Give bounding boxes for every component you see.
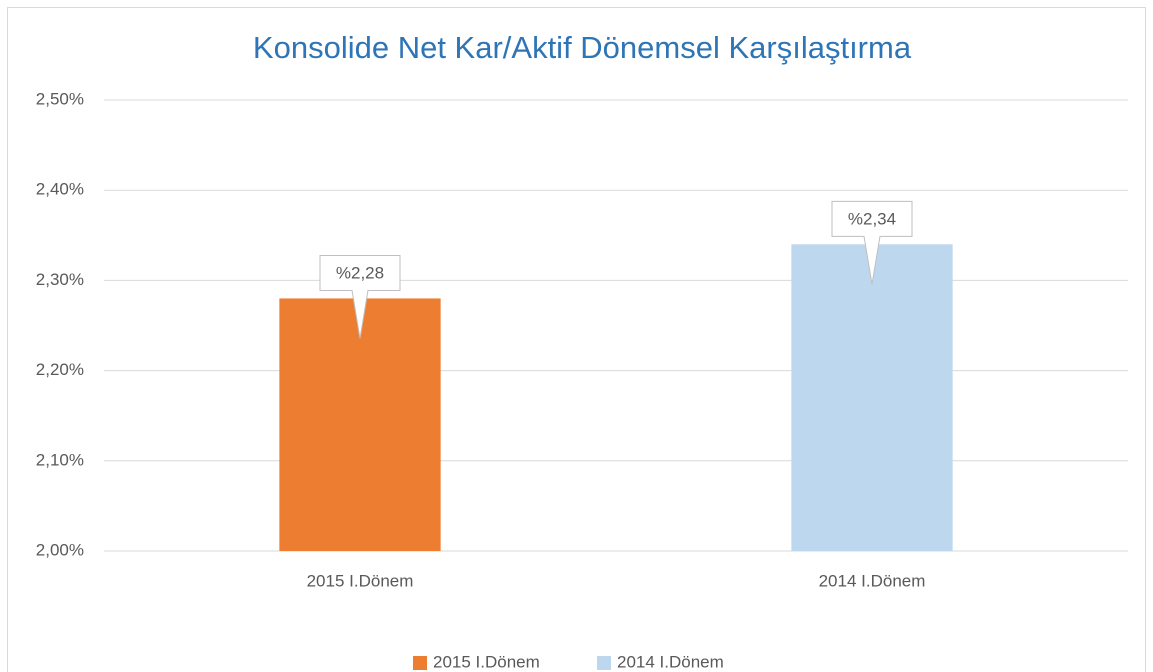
chart-border (7, 7, 1146, 672)
x-tick-label: 2014 I.Dönem (819, 571, 926, 590)
callout (319, 254, 401, 339)
y-tick-label: 2,50% (36, 89, 84, 108)
legend-swatch (413, 656, 427, 670)
y-tick-label: 2,10% (36, 450, 84, 469)
y-tick-label: 2,20% (36, 360, 84, 379)
bar (279, 298, 441, 551)
x-tick-label: 2015 I.Dönem (307, 571, 414, 590)
legend-label: 2014 I.Dönem (617, 652, 724, 671)
callout (831, 200, 913, 285)
legend-swatch (597, 656, 611, 670)
legend-label: 2015 I.Dönem (433, 652, 540, 671)
y-tick-label: 2,00% (36, 540, 84, 559)
bar (791, 244, 953, 551)
y-tick-label: 2,40% (36, 180, 84, 199)
y-tick-label: 2,30% (36, 270, 84, 289)
chart-title: Konsolide Net Kar/Aktif Dönemsel Karşıla… (253, 30, 912, 65)
data-label: %2,34 (848, 209, 896, 228)
data-label: %2,28 (336, 263, 384, 282)
